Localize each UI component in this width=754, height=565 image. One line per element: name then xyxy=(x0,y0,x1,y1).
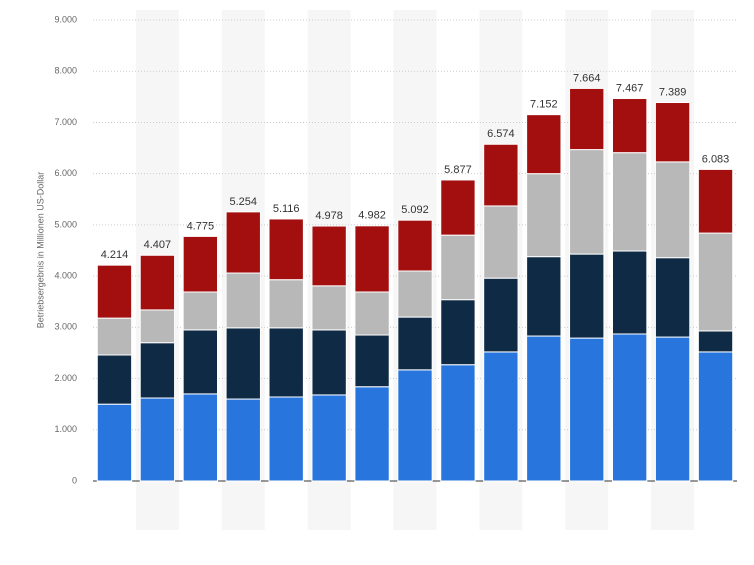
total-label: 7.152 xyxy=(530,99,558,111)
bar-segment xyxy=(440,364,476,482)
bar-segment xyxy=(225,327,261,400)
bar-segment xyxy=(611,333,648,482)
bar-segment xyxy=(354,334,390,388)
bar-segment xyxy=(440,234,476,301)
bar-segment xyxy=(96,317,133,356)
bar-segment xyxy=(697,351,734,482)
bar-segment xyxy=(483,277,519,353)
bar-segment xyxy=(96,354,133,405)
bar-segment xyxy=(397,219,433,272)
y-tick-label: 8.000 xyxy=(54,66,77,76)
bar-segment xyxy=(569,149,605,255)
bar-segment xyxy=(654,336,691,482)
bar-segment xyxy=(182,329,219,395)
bar-segment xyxy=(654,102,691,163)
bar-segment xyxy=(440,299,476,366)
bar-segment xyxy=(182,393,219,482)
y-tick-label: 4.000 xyxy=(54,270,77,280)
bar-segment xyxy=(311,394,347,482)
y-axis-label: Betriebsergebnis in Millionen US-Dollar xyxy=(35,172,45,329)
total-label: 7.467 xyxy=(616,82,644,94)
total-label: 5.092 xyxy=(401,204,429,216)
bar-segment xyxy=(654,161,691,259)
y-tick-label: 1.000 xyxy=(54,424,77,434)
bar-segment xyxy=(611,250,648,335)
y-tick-label: 9.000 xyxy=(54,14,77,24)
bar-segment xyxy=(654,257,691,338)
bar-segment xyxy=(354,225,390,293)
bar-segment xyxy=(526,173,562,258)
total-label: 4.214 xyxy=(101,249,129,261)
bar-segment xyxy=(311,285,347,331)
bar-segment xyxy=(697,232,734,332)
bar-segment xyxy=(526,335,562,482)
bar-segment xyxy=(526,256,562,337)
bar-segment xyxy=(611,152,648,252)
bar-segment xyxy=(139,254,176,311)
total-label: 6.083 xyxy=(702,153,730,165)
y-tick-label: 0 xyxy=(72,475,77,485)
y-tick-label: 6.000 xyxy=(54,168,77,178)
bar-segment xyxy=(569,87,605,151)
bar-segment xyxy=(354,291,390,336)
bar-segment xyxy=(397,369,433,482)
total-label: 5.877 xyxy=(444,164,472,176)
bar-segment xyxy=(354,386,390,482)
bar-segment xyxy=(397,270,433,318)
total-label: 4.407 xyxy=(144,239,172,251)
bar-segment xyxy=(569,253,605,339)
bar-segment xyxy=(96,264,133,319)
total-label: 4.978 xyxy=(315,210,343,222)
y-tick-label: 2.000 xyxy=(54,373,77,383)
total-label: 7.664 xyxy=(573,72,601,84)
total-label: 4.982 xyxy=(358,210,386,222)
y-tick-label: 5.000 xyxy=(54,219,77,229)
total-label: 5.254 xyxy=(230,196,258,208)
bar-segment xyxy=(483,205,519,279)
bar-segment xyxy=(526,114,562,175)
bar-segment xyxy=(697,330,734,353)
bar-segment xyxy=(311,225,347,287)
bar-segment xyxy=(268,279,304,329)
bar-segment xyxy=(483,351,519,482)
bar-segment xyxy=(225,211,261,274)
total-label: 6.574 xyxy=(487,128,515,140)
bar-segment xyxy=(96,403,133,482)
bar-segment xyxy=(483,143,519,207)
total-label: 7.389 xyxy=(659,86,687,98)
bar-segment xyxy=(697,168,734,234)
bar-segment xyxy=(569,337,605,482)
bar-segment xyxy=(139,342,176,399)
bar-segment xyxy=(311,329,347,396)
bar-segment xyxy=(182,235,219,293)
bar-segment xyxy=(268,218,304,281)
bar-segment xyxy=(182,291,219,331)
bar-segment xyxy=(440,179,476,236)
bar-segment xyxy=(268,327,304,398)
bar-segment xyxy=(611,98,648,154)
bar-segment xyxy=(139,309,176,344)
bar-segment xyxy=(139,397,176,482)
bar-segment xyxy=(397,316,433,371)
y-tick-label: 7.000 xyxy=(54,117,77,127)
y-tick-label: 3.000 xyxy=(54,322,77,332)
total-label: 4.775 xyxy=(187,220,215,232)
bar-segment xyxy=(225,398,261,482)
total-label: 5.116 xyxy=(273,203,300,215)
bar-segment xyxy=(268,396,304,482)
bar-segment xyxy=(225,272,261,329)
